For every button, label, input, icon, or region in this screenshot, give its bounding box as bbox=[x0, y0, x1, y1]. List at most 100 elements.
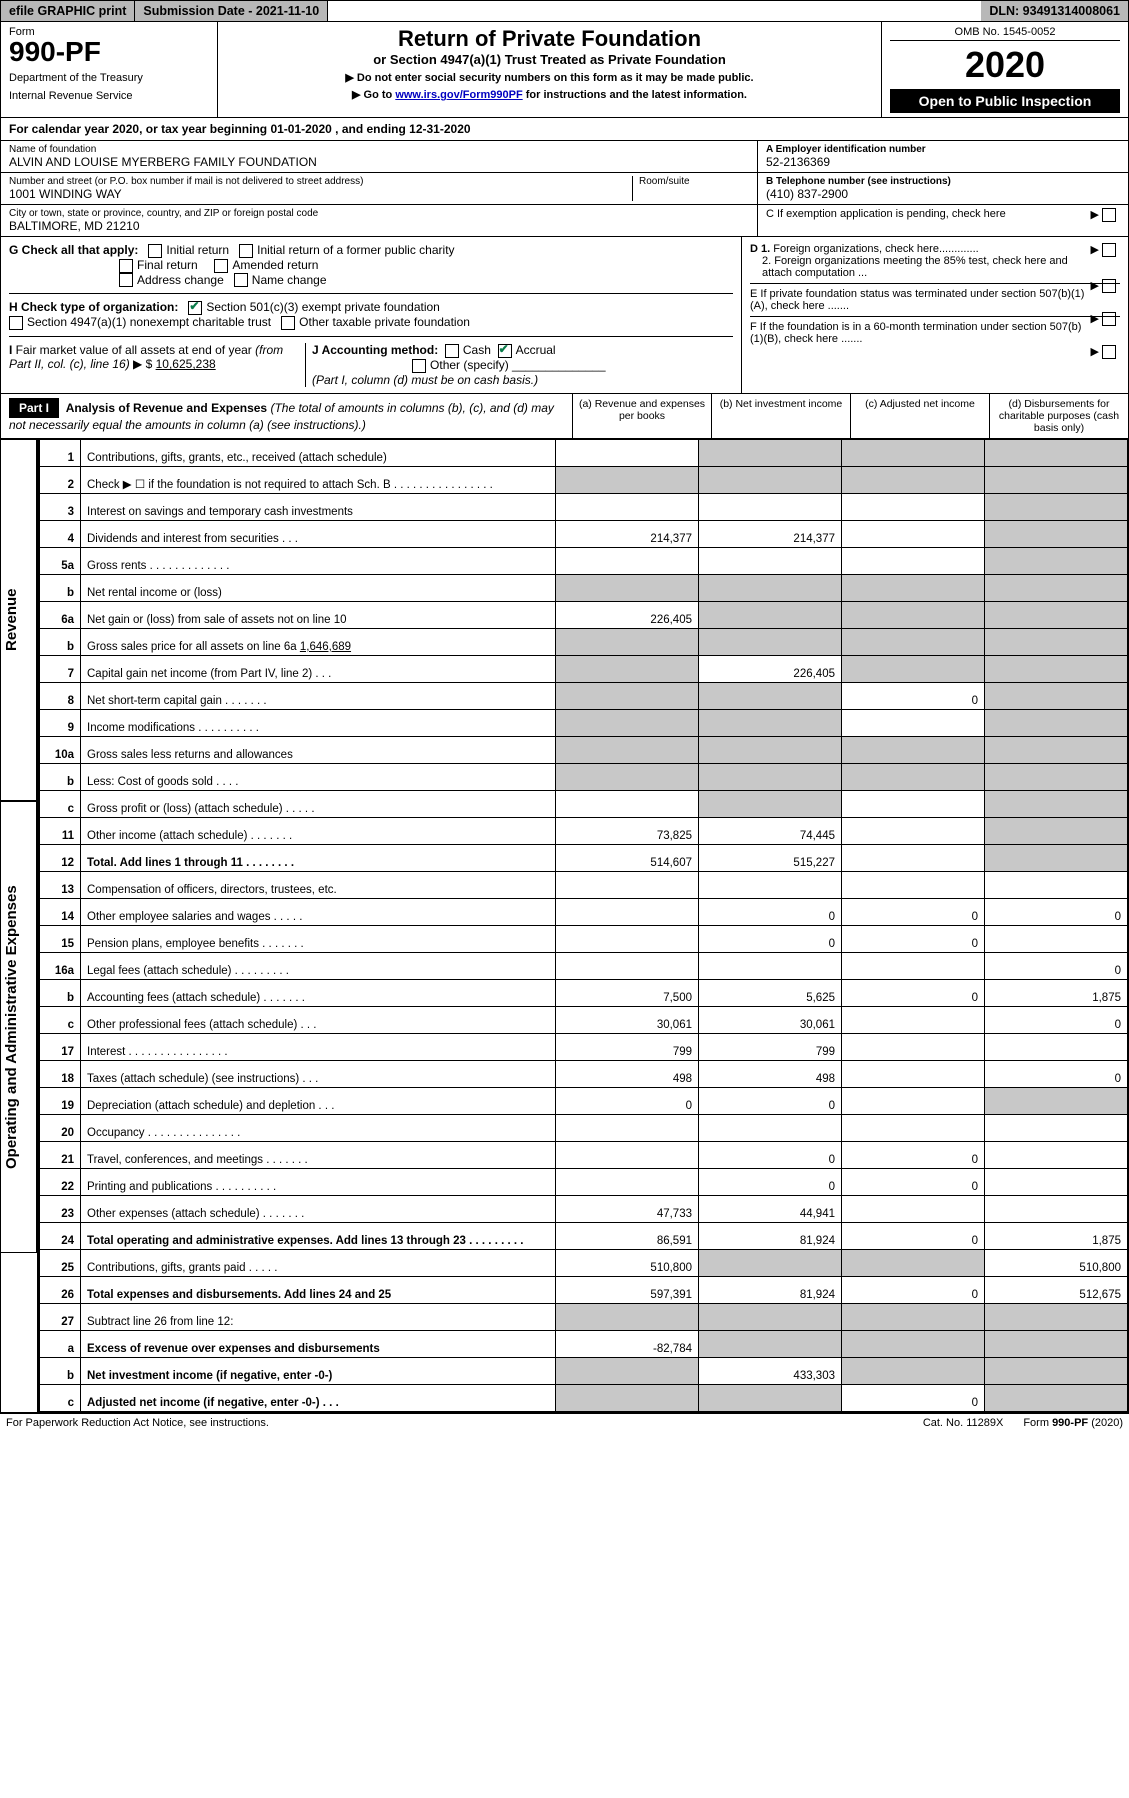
ein-label: A Employer identification number bbox=[766, 144, 926, 155]
form-number: 990-PF bbox=[9, 38, 209, 66]
city: BALTIMORE, MD 21210 bbox=[9, 219, 749, 233]
table-row: 5aGross rents . . . . . . . . . . . . . bbox=[40, 547, 1128, 574]
tel: (410) 837-2900 bbox=[766, 187, 1120, 201]
table-row: 13Compensation of officers, directors, t… bbox=[40, 871, 1128, 898]
f-checkbox[interactable] bbox=[1102, 345, 1116, 359]
table-row: cAdjusted net income (if negative, enter… bbox=[40, 1384, 1128, 1411]
g-amended[interactable] bbox=[214, 259, 228, 273]
revenue-label: Revenue bbox=[1, 439, 37, 801]
table-row: 6aNet gain or (loss) from sale of assets… bbox=[40, 601, 1128, 628]
table-row: 22Printing and publications . . . . . . … bbox=[40, 1168, 1128, 1195]
j-note: (Part I, column (d) must be on cash basi… bbox=[312, 373, 538, 387]
table-row: 8Net short-term capital gain . . . . . .… bbox=[40, 682, 1128, 709]
form-header: Form 990-PF Department of the Treasury I… bbox=[0, 22, 1129, 118]
table-row: 11Other income (attach schedule) . . . .… bbox=[40, 817, 1128, 844]
col-b: (b) Net investment income bbox=[711, 394, 850, 438]
omb-number: OMB No. 1545-0052 bbox=[890, 26, 1120, 41]
table-row: 27Subtract line 26 from line 12: bbox=[40, 1303, 1128, 1330]
h-label: H Check type of organization: bbox=[9, 300, 178, 314]
table-row: 26Total expenses and disbursements. Add … bbox=[40, 1276, 1128, 1303]
table-row: bLess: Cost of goods sold . . . . bbox=[40, 763, 1128, 790]
c-label: C If exemption application is pending, c… bbox=[766, 208, 1006, 220]
table-row: bAccounting fees (attach schedule) . . .… bbox=[40, 979, 1128, 1006]
table-row: 17Interest . . . . . . . . . . . . . . .… bbox=[40, 1033, 1128, 1060]
table-row: 24Total operating and administrative exp… bbox=[40, 1222, 1128, 1249]
j-cash[interactable] bbox=[445, 344, 459, 358]
part1-table: 1Contributions, gifts, grants, etc., rec… bbox=[39, 439, 1128, 1412]
irs-label: Internal Revenue Service bbox=[9, 90, 209, 102]
table-row: 25Contributions, gifts, grants paid . . … bbox=[40, 1249, 1128, 1276]
table-row: 3Interest on savings and temporary cash … bbox=[40, 493, 1128, 520]
g-address[interactable] bbox=[119, 273, 133, 287]
g-final[interactable] bbox=[119, 259, 133, 273]
check-section: G Check all that apply: Initial return I… bbox=[0, 237, 1129, 394]
part1-tab: Part I bbox=[9, 398, 59, 418]
h-4947[interactable] bbox=[9, 316, 23, 330]
g-name[interactable] bbox=[234, 273, 248, 287]
h-other[interactable] bbox=[281, 316, 295, 330]
paperwork-notice: For Paperwork Reduction Act Notice, see … bbox=[6, 1417, 269, 1429]
i-label: I Fair market value of all assets at end… bbox=[9, 343, 283, 371]
table-row: 15Pension plans, employee benefits . . .… bbox=[40, 925, 1128, 952]
expenses-label: Operating and Administrative Expenses bbox=[1, 801, 37, 1253]
address: 1001 WINDING WAY bbox=[9, 187, 632, 201]
ein: 52-2136369 bbox=[766, 155, 1120, 169]
g-initial-former[interactable] bbox=[239, 244, 253, 258]
col-a: (a) Revenue and expenses per books bbox=[572, 394, 711, 438]
table-row: 7Capital gain net income (from Part IV, … bbox=[40, 655, 1128, 682]
foundation-name-label: Name of foundation bbox=[9, 144, 749, 155]
g-label: G Check all that apply: bbox=[9, 243, 138, 257]
tel-label: B Telephone number (see instructions) bbox=[766, 176, 951, 187]
address-label: Number and street (or P.O. box number if… bbox=[9, 176, 632, 187]
j-other[interactable] bbox=[412, 359, 426, 373]
table-row: bNet investment income (if negative, ent… bbox=[40, 1357, 1128, 1384]
table-row: aExcess of revenue over expenses and dis… bbox=[40, 1330, 1128, 1357]
table-row: 2Check ▶ ☐ if the foundation is not requ… bbox=[40, 466, 1128, 493]
city-label: City or town, state or province, country… bbox=[9, 208, 749, 219]
col-d: (d) Disbursements for charitable purpose… bbox=[989, 394, 1128, 438]
e-checkbox[interactable] bbox=[1102, 312, 1116, 326]
form-subtitle: or Section 4947(a)(1) Trust Treated as P… bbox=[226, 52, 873, 67]
part1-header: Part I Analysis of Revenue and Expenses … bbox=[0, 394, 1129, 439]
room-label: Room/suite bbox=[639, 176, 749, 187]
table-row: bNet rental income or (loss) bbox=[40, 574, 1128, 601]
table-row: cGross profit or (loss) (attach schedule… bbox=[40, 790, 1128, 817]
part1-title: Analysis of Revenue and Expenses bbox=[66, 401, 267, 415]
submission-date: Submission Date - 2021-11-10 bbox=[135, 1, 328, 21]
table-row: 14Other employee salaries and wages . . … bbox=[40, 898, 1128, 925]
note-link: ▶ Go to www.irs.gov/Form990PF for instru… bbox=[226, 88, 873, 101]
form-ref: Form 990-PF (2020) bbox=[1023, 1417, 1123, 1429]
efile-label: efile GRAPHIC print bbox=[1, 1, 135, 21]
top-bar: efile GRAPHIC print Submission Date - 20… bbox=[0, 0, 1129, 22]
j-label: J Accounting method: bbox=[312, 343, 438, 357]
table-row: 4Dividends and interest from securities … bbox=[40, 520, 1128, 547]
dept-label: Department of the Treasury bbox=[9, 72, 209, 84]
instructions-link[interactable]: www.irs.gov/Form990PF bbox=[395, 89, 522, 101]
entity-block: Name of foundation ALVIN AND LOUISE MYER… bbox=[0, 141, 1129, 237]
calendar-year: For calendar year 2020, or tax year begi… bbox=[0, 118, 1129, 141]
h-501c3[interactable] bbox=[188, 301, 202, 315]
foundation-name: ALVIN AND LOUISE MYERBERG FAMILY FOUNDAT… bbox=[9, 155, 749, 169]
table-row: 10aGross sales less returns and allowanc… bbox=[40, 736, 1128, 763]
table-row: bGross sales price for all assets on lin… bbox=[40, 628, 1128, 655]
i-value: 10,625,238 bbox=[156, 357, 216, 371]
c-checkbox[interactable] bbox=[1102, 208, 1116, 222]
table-row: 16aLegal fees (attach schedule) . . . . … bbox=[40, 952, 1128, 979]
table-row: cOther professional fees (attach schedul… bbox=[40, 1006, 1128, 1033]
table-row: 19Depreciation (attach schedule) and dep… bbox=[40, 1087, 1128, 1114]
open-to-public: Open to Public Inspection bbox=[890, 89, 1120, 113]
table-row: 23Other expenses (attach schedule) . . .… bbox=[40, 1195, 1128, 1222]
j-accrual[interactable] bbox=[498, 344, 512, 358]
table-row: 12Total. Add lines 1 through 11 . . . . … bbox=[40, 844, 1128, 871]
g-initial[interactable] bbox=[148, 244, 162, 258]
table-row: 21Travel, conferences, and meetings . . … bbox=[40, 1141, 1128, 1168]
form-title: Return of Private Foundation bbox=[226, 26, 873, 52]
f: F If the foundation is in a 60-month ter… bbox=[750, 316, 1120, 345]
d1-checkbox[interactable] bbox=[1102, 243, 1116, 257]
table-row: 18Taxes (attach schedule) (see instructi… bbox=[40, 1060, 1128, 1087]
d2-checkbox[interactable] bbox=[1102, 279, 1116, 293]
footer: For Paperwork Reduction Act Notice, see … bbox=[0, 1413, 1129, 1432]
part1-grid: Revenue Operating and Administrative Exp… bbox=[0, 439, 1129, 1413]
dln: DLN: 93491314008061 bbox=[981, 1, 1128, 21]
d2: 2. Foreign organizations meeting the 85%… bbox=[750, 255, 1120, 279]
